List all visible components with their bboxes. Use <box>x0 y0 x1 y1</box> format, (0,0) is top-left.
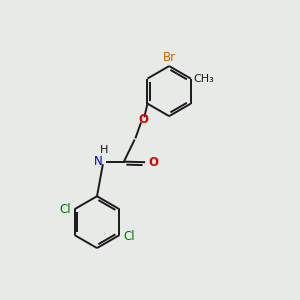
Text: O: O <box>138 113 148 126</box>
Text: Cl: Cl <box>59 203 71 216</box>
Text: H: H <box>100 145 108 155</box>
Text: Cl: Cl <box>123 230 135 243</box>
Text: Br: Br <box>163 51 176 64</box>
Text: O: O <box>148 156 158 169</box>
Text: N: N <box>94 155 103 168</box>
Text: CH₃: CH₃ <box>194 74 214 84</box>
